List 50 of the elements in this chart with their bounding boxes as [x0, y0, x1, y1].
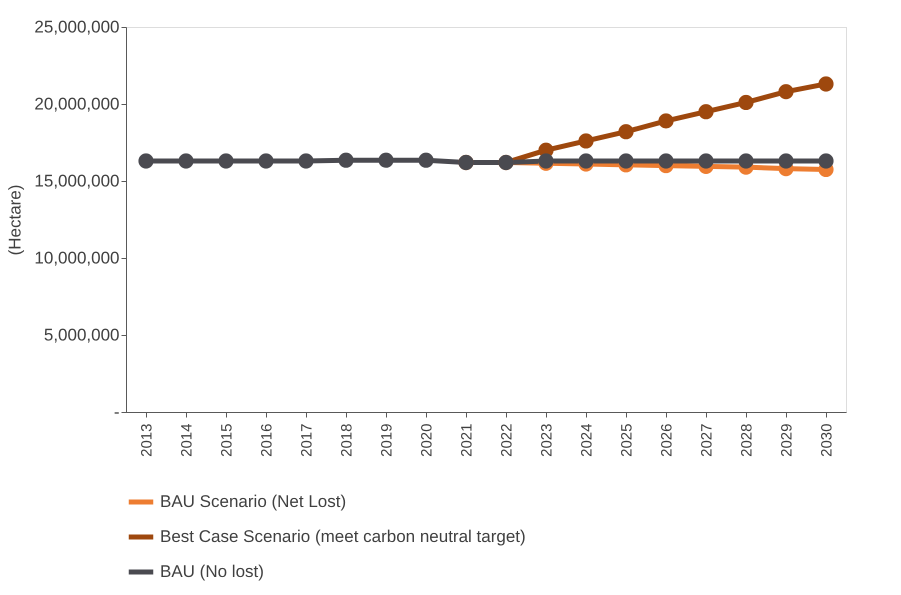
- point: [778, 153, 794, 169]
- point: [698, 153, 714, 169]
- x-tick-label: 2028: [738, 424, 756, 457]
- point: [618, 153, 634, 169]
- x-tick-label: 2030: [818, 424, 836, 457]
- x-tick-label: 2027: [698, 424, 716, 457]
- y-tick-label: 25,000,000: [34, 18, 120, 36]
- legend-label: Best Case Scenario (meet carbon neutral target): [160, 527, 526, 546]
- x-tick-label: 2021: [458, 424, 476, 457]
- y-tick-label: 10,000,000: [34, 248, 120, 268]
- x-tick-label: 2019: [378, 424, 396, 457]
- point: [818, 76, 834, 92]
- x-tick-label: 2016: [258, 424, 276, 457]
- point: [658, 153, 674, 169]
- x-tick-label: 2017: [298, 424, 316, 457]
- point: [658, 113, 674, 129]
- y-axis-title: (Hectare): [5, 184, 24, 256]
- y-tick-label: 20,000,000: [34, 94, 120, 114]
- x-tick-label: 2026: [658, 424, 676, 457]
- legend-label: BAU Scenario (Net Lost): [160, 492, 346, 511]
- point: [418, 152, 434, 168]
- x-tick-label: 2014: [178, 424, 196, 457]
- x-tick-label: 2018: [338, 424, 356, 457]
- point: [178, 153, 194, 169]
- point: [818, 153, 834, 169]
- legend-label: BAU (No lost): [160, 562, 264, 581]
- x-tick-label: 2015: [218, 424, 236, 457]
- point: [698, 104, 714, 120]
- point: [298, 153, 314, 169]
- x-tick-label: 2023: [538, 424, 556, 457]
- x-tick-label: 2024: [578, 424, 596, 457]
- point: [338, 152, 354, 168]
- y-tick-label: 15,000,000: [34, 172, 120, 190]
- point: [378, 152, 394, 168]
- point: [138, 153, 154, 169]
- x-tick-label: 2013: [138, 424, 156, 457]
- point: [578, 133, 594, 149]
- x-tick-label: 2022: [498, 424, 516, 457]
- point: [738, 153, 754, 169]
- point: [578, 153, 594, 169]
- y-tick-label: -: [114, 402, 120, 422]
- point: [778, 84, 794, 100]
- text: 5,000,000: [44, 326, 120, 344]
- point: [218, 153, 234, 169]
- x-tick-label: 2025: [618, 424, 636, 457]
- x-tick-label: 2020: [418, 424, 436, 457]
- x-tick-label: 2029: [778, 424, 796, 457]
- point: [258, 153, 274, 169]
- point: [618, 124, 634, 140]
- point: [738, 94, 754, 110]
